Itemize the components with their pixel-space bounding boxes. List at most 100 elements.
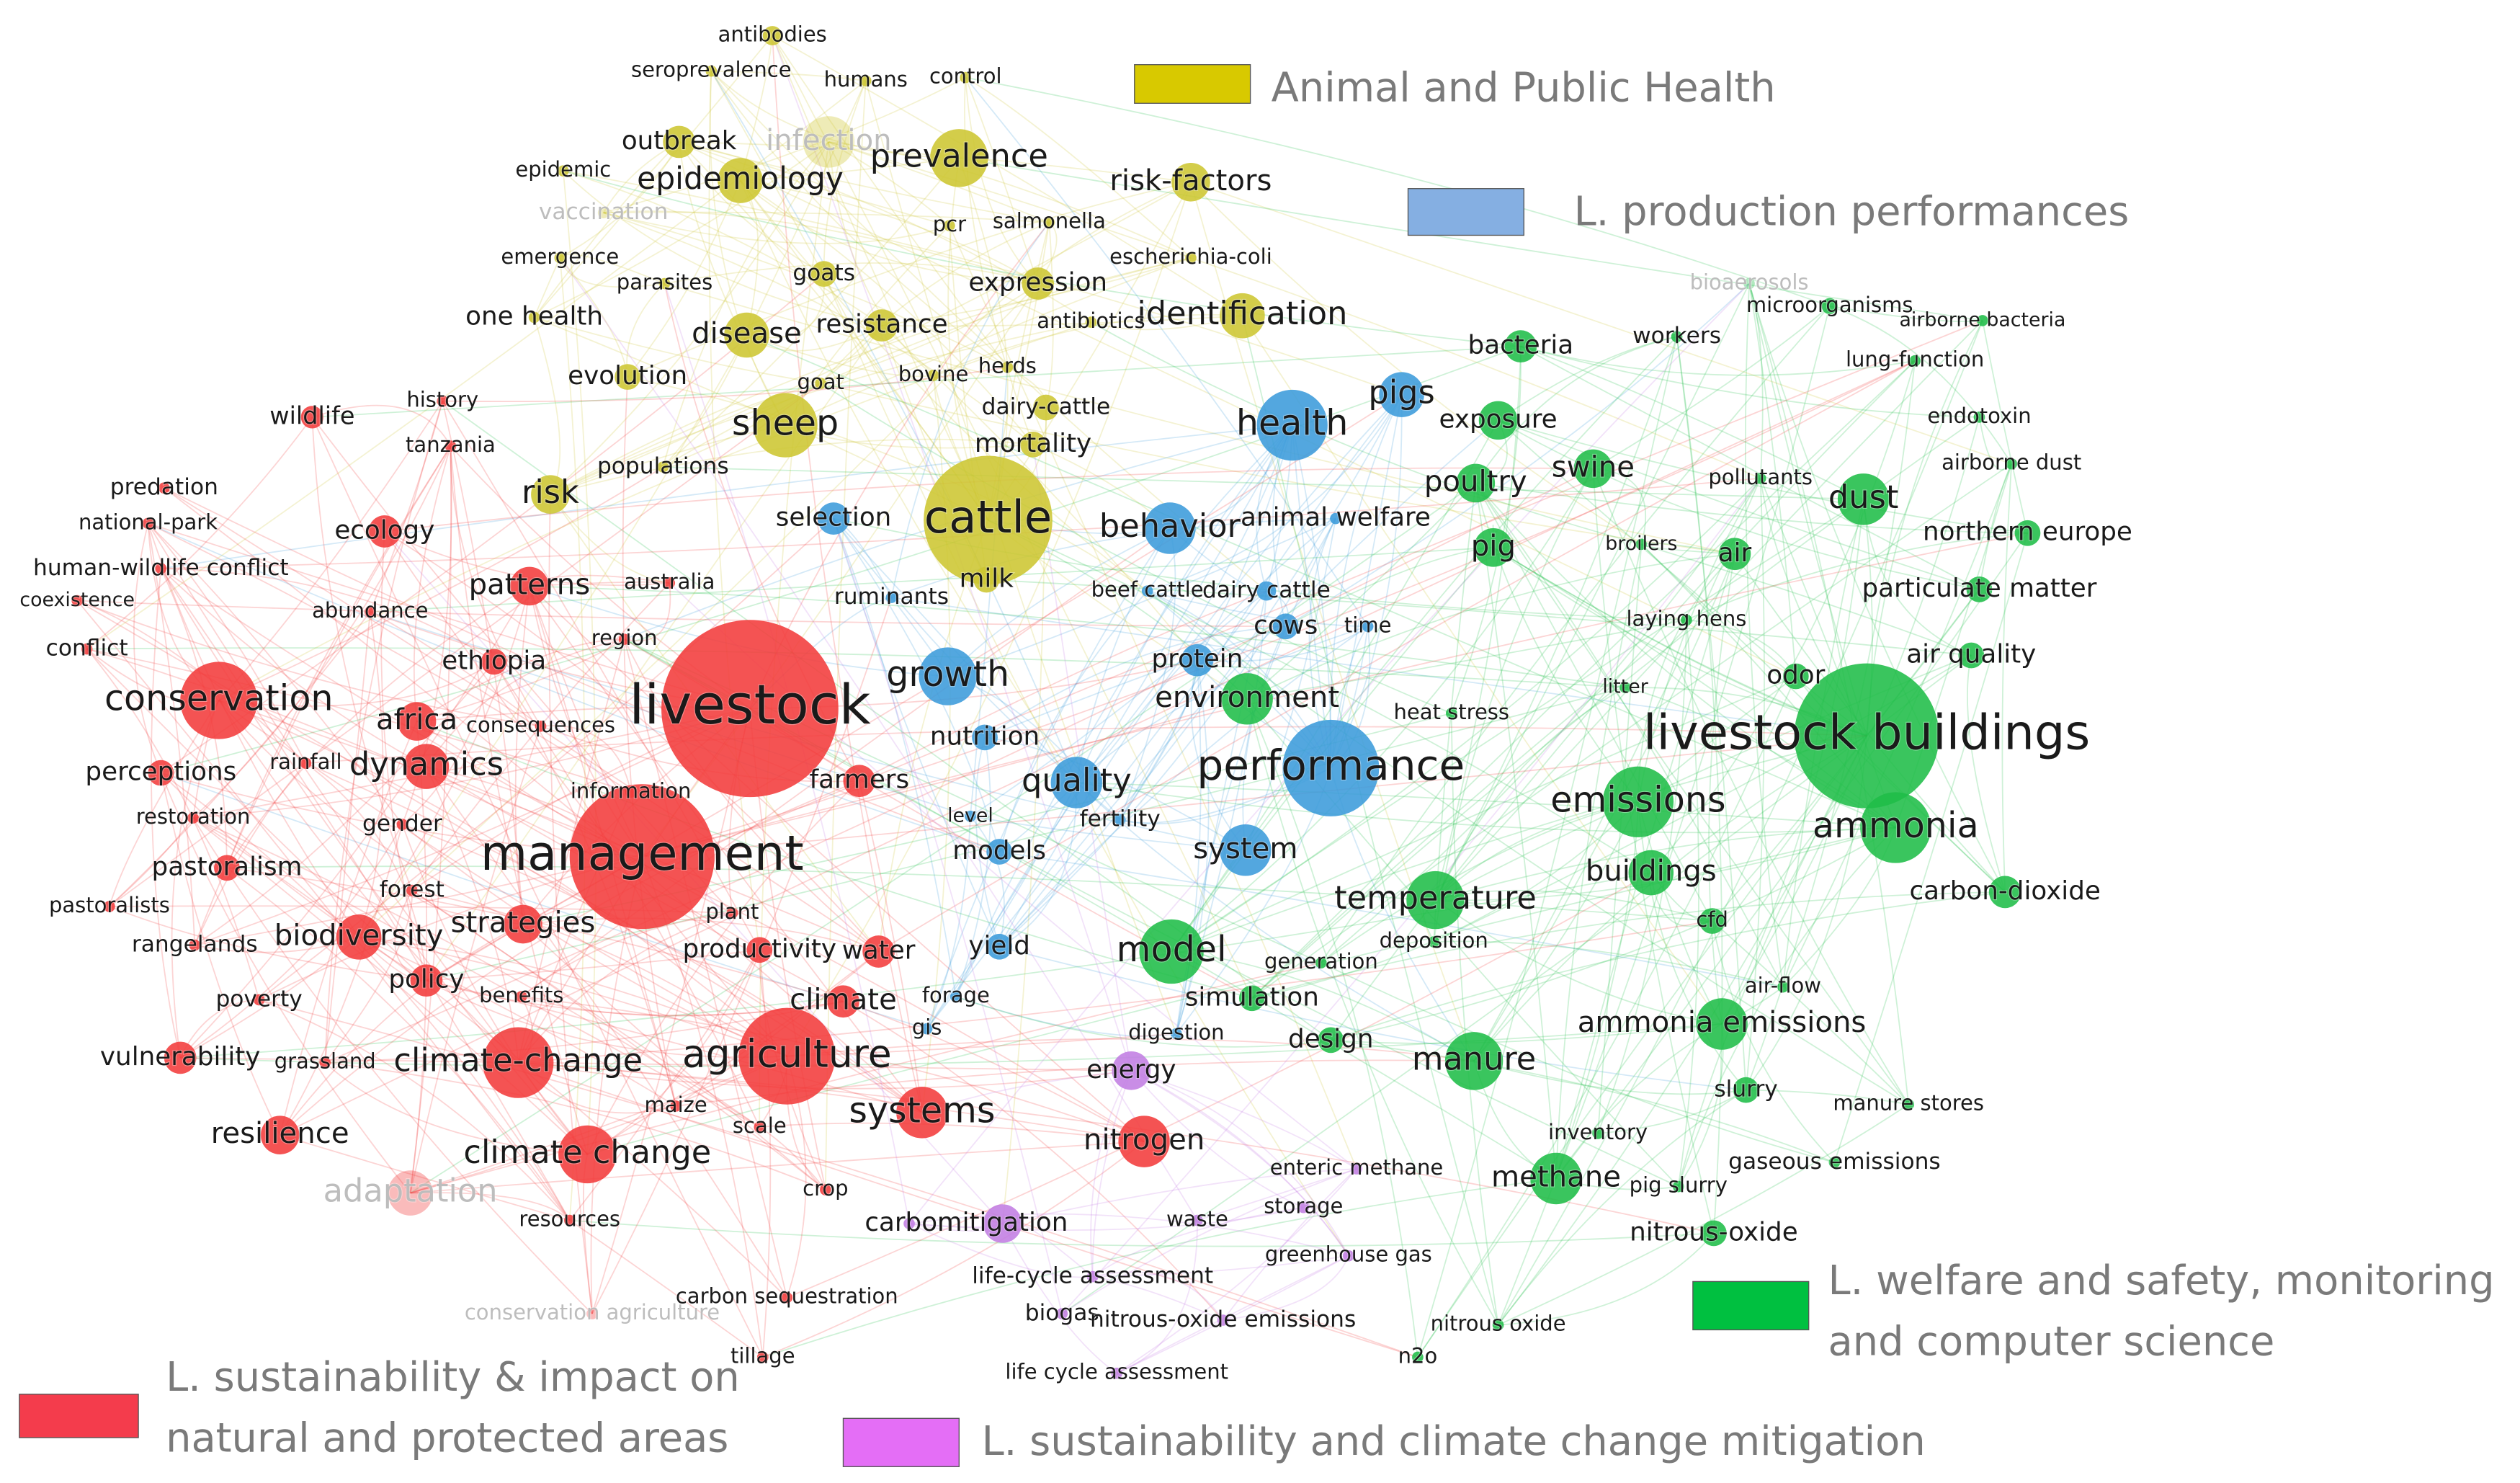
- edge: [965, 77, 1039, 285]
- edge: [426, 638, 625, 767]
- node: [1958, 642, 1985, 669]
- edge: [1002, 1168, 1357, 1224]
- edge: [358, 282, 1039, 938]
- edge: [559, 257, 665, 288]
- edge: [522, 923, 826, 1190]
- node: [1351, 1163, 1362, 1175]
- edge: [1498, 1232, 1715, 1326]
- node: [388, 1170, 433, 1216]
- edge: [1475, 336, 1677, 484]
- edge: [926, 782, 1078, 1030]
- edge: [1433, 468, 1594, 943]
- edge: [1434, 687, 1626, 901]
- edge: [161, 567, 495, 663]
- edge: [569, 1219, 1714, 1247]
- node: [1977, 315, 1988, 326]
- edge: [1091, 315, 1243, 331]
- node-label: inventory: [1548, 1120, 1648, 1144]
- node: [1297, 1201, 1310, 1213]
- edge: [86, 647, 1626, 689]
- node: [528, 311, 540, 324]
- node-label: manure stores: [1833, 1091, 1984, 1115]
- edge: [1497, 735, 1867, 1326]
- edge: [1746, 1089, 1909, 1105]
- edge: [739, 180, 1078, 783]
- edge: [1251, 801, 1639, 999]
- edge: [1473, 801, 1639, 1061]
- edge: [550, 383, 821, 495]
- edge: [409, 726, 542, 1193]
- edge: [641, 283, 1039, 858]
- edge: [1417, 337, 1678, 1358]
- edge: [999, 851, 1784, 988]
- edge: [642, 532, 2028, 858]
- edge: [964, 77, 1034, 445]
- node: [2014, 520, 2041, 546]
- edge: [1246, 619, 1687, 700]
- node: [762, 26, 782, 45]
- node-label: carbon-dioxide: [1910, 876, 2101, 906]
- node: [1406, 870, 1465, 930]
- node-label: benefits: [479, 983, 563, 1007]
- node: [1837, 473, 1890, 525]
- node-label: pigs: [1368, 374, 1434, 411]
- edge: [926, 424, 1293, 1030]
- edge: [160, 772, 411, 1194]
- edge: [965, 76, 1192, 259]
- node-label: systems: [849, 1089, 995, 1131]
- node-label: carbon sequestration: [676, 1284, 898, 1309]
- node: [815, 378, 827, 389]
- edge: [450, 446, 589, 1155]
- node-label: poultry: [1424, 465, 1527, 498]
- edge: [160, 772, 571, 1221]
- node-label: mortality: [975, 429, 1091, 458]
- edge: [1119, 527, 1176, 820]
- node-label: human-wildlife conflict: [33, 555, 289, 581]
- node: [960, 71, 972, 84]
- legend-label: L. welfare and safety, monitoring: [1828, 1257, 2495, 1304]
- node: [1111, 1367, 1123, 1379]
- edge: [218, 700, 524, 925]
- edge: [858, 780, 923, 1113]
- node-label: disease: [692, 317, 802, 350]
- edge: [1171, 675, 1797, 953]
- node: [803, 116, 855, 168]
- edge: [1434, 283, 1750, 901]
- edge: [1116, 1220, 1198, 1374]
- node-label: coexistence: [19, 589, 135, 611]
- edge: [384, 530, 880, 953]
- edge: [529, 581, 670, 587]
- edge: [1711, 920, 1836, 1163]
- edge: [820, 383, 1452, 714]
- node-label: animal welfare: [1241, 503, 1431, 533]
- node-label: vulnerability: [100, 1042, 260, 1072]
- edge: [1592, 306, 1831, 470]
- node: [1144, 502, 1196, 554]
- edge: [1677, 827, 1896, 1187]
- node: [1794, 663, 1939, 809]
- edge: [947, 517, 1336, 677]
- node-label: growth: [886, 653, 1009, 695]
- edge: [926, 527, 1171, 1030]
- edge: [517, 638, 625, 1063]
- node-label: history: [406, 388, 478, 412]
- node-label: design: [1288, 1024, 1374, 1054]
- edge: [1829, 305, 1983, 323]
- node: [1671, 331, 1683, 343]
- edge: [179, 824, 403, 1059]
- edge: [259, 999, 1418, 1358]
- edge: [279, 923, 524, 1136]
- node: [1256, 581, 1277, 601]
- edge: [426, 949, 760, 981]
- edge: [1555, 533, 2029, 1179]
- node-label: pig: [1471, 530, 1516, 563]
- node-label: biogas: [1025, 1300, 1099, 1326]
- node-label: consequences: [466, 713, 615, 737]
- node-label: dynamics: [349, 746, 504, 783]
- edge: [514, 586, 530, 925]
- node-label: cows: [1254, 610, 1318, 640]
- edge: [411, 889, 760, 1128]
- edge: [965, 77, 1369, 627]
- node: [1530, 1152, 1582, 1205]
- node: [71, 594, 84, 607]
